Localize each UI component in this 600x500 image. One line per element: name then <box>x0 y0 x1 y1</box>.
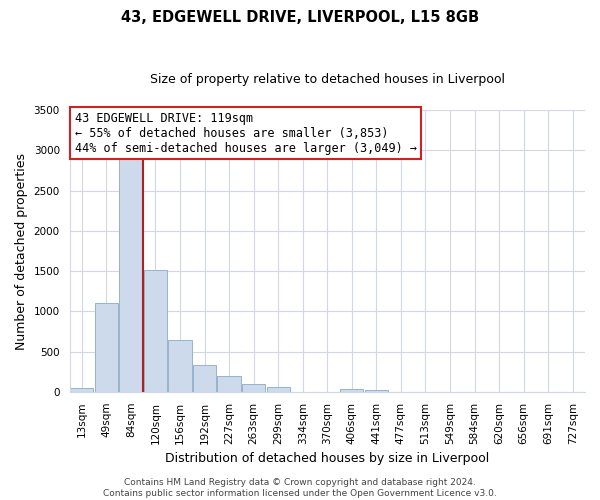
Bar <box>144 270 167 392</box>
X-axis label: Distribution of detached houses by size in Liverpool: Distribution of detached houses by size … <box>165 452 490 465</box>
Text: 43, EDGEWELL DRIVE, LIVERPOOL, L15 8GB: 43, EDGEWELL DRIVE, LIVERPOOL, L15 8GB <box>121 10 479 25</box>
Bar <box>169 340 191 392</box>
Text: 43 EDGEWELL DRIVE: 119sqm
← 55% of detached houses are smaller (3,853)
44% of se: 43 EDGEWELL DRIVE: 119sqm ← 55% of detac… <box>74 112 416 154</box>
Bar <box>242 384 265 392</box>
Bar <box>95 302 118 392</box>
Bar <box>365 390 388 392</box>
Bar <box>340 388 364 392</box>
Bar <box>217 376 241 392</box>
Bar <box>70 388 94 392</box>
Y-axis label: Number of detached properties: Number of detached properties <box>15 152 28 350</box>
Bar <box>193 366 216 392</box>
Title: Size of property relative to detached houses in Liverpool: Size of property relative to detached ho… <box>150 72 505 86</box>
Text: Contains HM Land Registry data © Crown copyright and database right 2024.
Contai: Contains HM Land Registry data © Crown c… <box>103 478 497 498</box>
Bar <box>266 386 290 392</box>
Bar <box>119 157 143 392</box>
